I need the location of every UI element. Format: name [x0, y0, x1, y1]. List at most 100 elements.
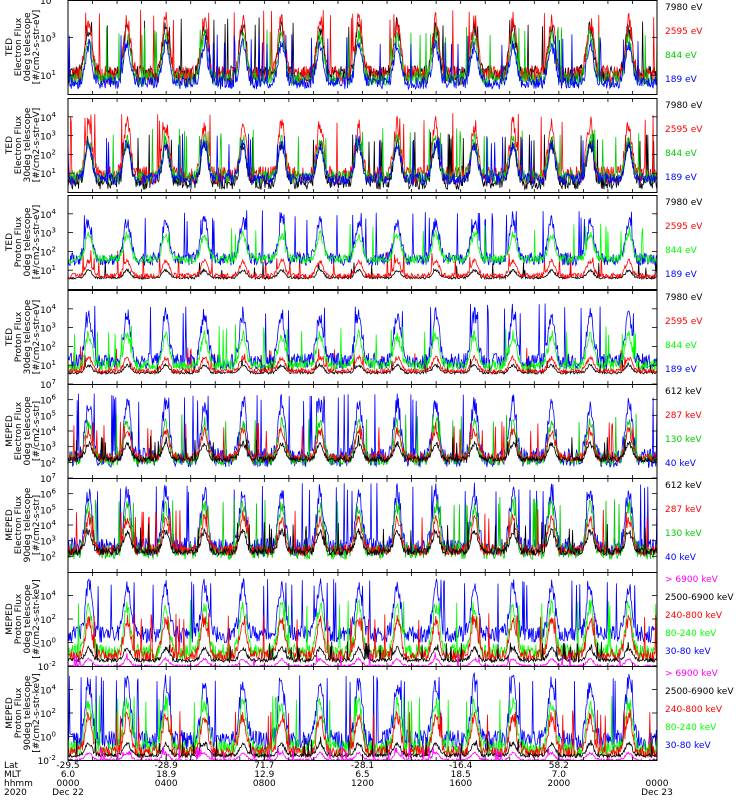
y-axis-label-line: Proton Flux	[14, 216, 24, 267]
panel-8: 104 102 100 10-2 MEPED Proton Flux 90deg teles…	[5, 666, 734, 767]
x-tick-lat: -29.5	[56, 761, 79, 771]
trace-612-kev	[68, 521, 657, 557]
y-tick-exponent: 3	[52, 130, 56, 138]
y-tick-exponent: 6	[52, 488, 57, 496]
y-axis-label-line: 0deg telescope	[23, 12, 33, 82]
y-tick-label: 10-2	[38, 660, 56, 673]
y-tick-label: 104	[40, 303, 56, 316]
y-tick-exponent: -2	[49, 754, 56, 762]
y-tick-label: 104	[40, 425, 56, 438]
trace-30-80-kev	[68, 671, 657, 752]
legend-entry: > 6900 keV	[665, 669, 719, 679]
y-tick-label: 107	[40, 472, 56, 485]
y-tick-exponent: 3	[52, 227, 56, 235]
y-axis-label-line: [#/cm2-s-str-keV]	[32, 579, 42, 658]
x-tick-date: Dec 23	[641, 788, 673, 798]
x-tick-hhmm: 1600	[449, 779, 472, 789]
legend-entry: 2500-6900 keV	[665, 593, 734, 603]
x-tick-mlt: 18.9	[156, 770, 176, 780]
panel-1-traces	[68, 9, 657, 91]
y-axis-label-line: Electron Flux	[14, 495, 24, 554]
y-axis-label-line: 30deg telescope	[23, 107, 33, 182]
x-tick-lat: -16.4	[449, 761, 473, 771]
x-tick-lat: -28.1	[351, 761, 374, 771]
y-tick-label: 102	[40, 613, 56, 626]
y-tick-label: 102	[40, 550, 56, 563]
y-axis-label-line: [#/cm2-s-str-eV]	[32, 205, 42, 280]
y-tick-exponent: 4	[52, 519, 57, 527]
y-tick-exponent: 2	[52, 550, 56, 558]
trace-2500-6900-kev	[68, 736, 657, 759]
x-row-label: MLT	[4, 770, 22, 780]
y-tick-label: 107	[40, 378, 56, 391]
y-tick-exponent: 1	[52, 359, 56, 367]
y-axis-label-line: TED	[5, 328, 15, 347]
y-tick-label: 102	[40, 456, 56, 469]
panel-2-frame	[67, 98, 658, 193]
legend-entry: 612 keV	[665, 481, 702, 491]
y-tick-label: 103	[40, 227, 56, 240]
panel-4: 104 103 102 101 TED Proton Flux 30deg telescop…	[5, 290, 703, 385]
y-tick-exponent: 2	[52, 613, 56, 621]
panel-6: 107 106 105 104 103 102 MEPED Electron Flux 90de…	[5, 472, 702, 573]
x-tick-lat: 71.7	[254, 761, 274, 771]
y-tick-label: 100	[40, 731, 56, 744]
x-tick-hhmm: 2000	[547, 779, 570, 789]
legend-entry: 844 eV	[665, 246, 698, 256]
legend-entry: 844 eV	[665, 149, 698, 159]
y-tick-label: 106	[40, 488, 56, 501]
panel-3-frame	[67, 195, 658, 290]
y-axis-label-line: [#/cm2-s-str-eV]	[32, 108, 42, 183]
legend-entry: 2500-6900 keV	[665, 687, 734, 697]
x-tick-hhmm: 0800	[253, 779, 276, 789]
y-tick-label: 104	[40, 111, 56, 124]
trace-2500-6900-kev	[68, 641, 657, 664]
y-tick-label: 103	[40, 32, 56, 45]
y-tick-label: 101	[40, 359, 56, 372]
panel-8-traces	[68, 671, 657, 760]
trace-130-kev	[68, 496, 657, 560]
y-tick-exponent: 2	[52, 707, 56, 715]
legend-entry: 7980 eV	[665, 3, 703, 13]
trace-287-kev	[68, 421, 657, 464]
y-tick-label: 105	[40, 0, 56, 7]
y-axis-label-line: Proton Flux	[14, 687, 24, 738]
y-axis-label-line: MEPED	[5, 509, 15, 541]
y-tick-exponent: 5	[52, 503, 56, 511]
y-tick-exponent: 1	[52, 167, 56, 175]
y-tick-label: 102	[40, 707, 56, 720]
x-tick-mlt: 6.5	[355, 770, 369, 780]
trace-189-ev	[68, 133, 657, 186]
y-tick-label: 105	[40, 503, 56, 516]
trace-612-kev	[68, 435, 657, 464]
y-axis-label-line: 0deg telescope	[23, 584, 33, 654]
y-tick-exponent: -2	[49, 660, 56, 668]
y-tick-label: 101	[40, 264, 56, 277]
y-tick-exponent: 1	[52, 69, 56, 77]
y-tick-exponent: 3	[52, 322, 56, 330]
panel-4-traces	[68, 303, 657, 376]
trace-189-ev	[68, 34, 657, 91]
y-tick-exponent: 4	[52, 425, 57, 433]
y-axis-label-line: Proton Flux	[14, 311, 24, 362]
y-tick-label: 104	[40, 684, 56, 697]
legend-entry: 30-80 keV	[665, 647, 711, 657]
y-tick-label: 101	[40, 69, 56, 82]
y-tick-label: 105	[40, 409, 56, 422]
y-tick-label: 10-2	[38, 754, 56, 767]
trace-844-ev	[68, 324, 657, 372]
y-tick-label: 104	[40, 519, 56, 532]
y-tick-exponent: 7	[52, 472, 56, 480]
y-tick-label: 104	[40, 590, 56, 603]
y-tick-exponent: 4	[52, 303, 57, 311]
legend-entry: 40 keV	[665, 459, 697, 469]
y-tick-exponent: 4	[52, 590, 57, 598]
panel-3-traces	[68, 210, 657, 281]
legend-entry: 189 eV	[665, 173, 698, 183]
y-tick-exponent: 6	[52, 394, 57, 402]
y-tick-label: 103	[40, 130, 56, 143]
y-tick-exponent: 4	[52, 684, 57, 692]
panel-8-frame	[67, 666, 658, 761]
